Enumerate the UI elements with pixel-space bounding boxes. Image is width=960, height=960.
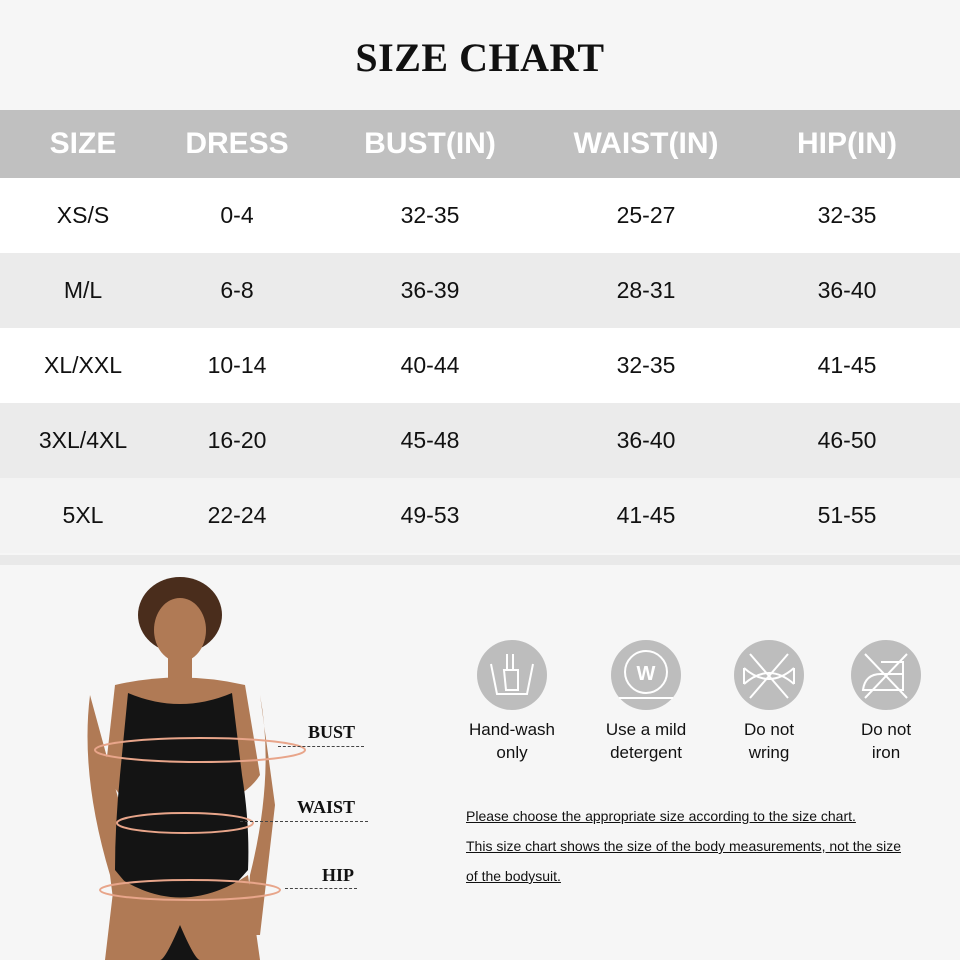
table-row: 3XL/4XL 16-20 45-48 36-40 46-50: [0, 403, 960, 478]
table-row: M/L 6-8 36-39 28-31 36-40: [0, 253, 960, 328]
table-cell: 32-35: [817, 202, 877, 228]
header-bust: BUST(IN): [364, 127, 496, 160]
table-header: SIZE DRESS BUST(IN) WAIST(IN) HIP(IN): [0, 110, 960, 178]
table-cell: XS/S: [56, 202, 110, 228]
table-cell: 40-44: [400, 352, 460, 378]
header-size: SIZE: [49, 127, 117, 160]
bust-line: [278, 746, 364, 747]
table-cell: 46-50: [817, 427, 877, 453]
care-label-line2: iron: [871, 743, 901, 762]
table-cell: 32-35: [400, 202, 460, 228]
care-hand-wash: Hand-wash only: [442, 640, 582, 764]
table-cell: 32-35: [616, 352, 676, 378]
header-waist: WAIST(IN): [573, 127, 719, 160]
care-label-line2: detergent: [610, 743, 682, 762]
header-hip: HIP(IN): [797, 127, 897, 160]
table-cell: 45-48: [400, 427, 460, 453]
divider: [0, 555, 960, 565]
hand-wash-icon: [477, 640, 547, 710]
table-cell: 10-14: [207, 352, 267, 378]
table-row: 5XL 22-24 49-53 41-45 51-55: [0, 478, 960, 553]
waist-line: [240, 821, 368, 822]
do-not-iron-icon: [851, 640, 921, 710]
care-label-line1: Do not: [743, 720, 795, 739]
table-cell: 28-31: [616, 277, 676, 303]
mild-detergent-icon: W: [611, 640, 681, 710]
table-cell: 25-27: [616, 202, 676, 228]
table-cell: 22-24: [207, 502, 267, 528]
detergent-glyph: W: [637, 663, 656, 685]
table-cell: 5XL: [62, 502, 104, 528]
model-illustration: [87, 577, 306, 960]
table-cell: 0-4: [220, 202, 254, 228]
table-cell: 41-45: [817, 352, 877, 378]
care-label-line1: Do not: [860, 720, 912, 739]
note-line-2: This size chart shows the size of the bo…: [466, 838, 901, 854]
note-line-1: Please choose the appropriate size accor…: [466, 808, 856, 824]
care-label-line1: Use a mild: [605, 720, 687, 739]
table-cell: M/L: [63, 277, 103, 303]
table-cell: 16-20: [207, 427, 267, 453]
header-dress: DRESS: [185, 127, 289, 160]
bust-label: BUST: [308, 722, 356, 742]
table-row: XS/S 0-4 32-35 25-27 32-35: [0, 178, 960, 253]
table-cell: 51-55: [817, 502, 877, 528]
waist-label: WAIST: [297, 797, 356, 817]
table-cell: 6-8: [220, 277, 254, 303]
care-label-line1: Hand-wash: [469, 720, 555, 739]
size-table: SIZE DRESS BUST(IN) WAIST(IN) HIP(IN) XS…: [0, 110, 960, 553]
page-title: SIZE CHART: [355, 35, 605, 80]
table-row: XL/XXL 10-14 40-44 32-35 41-45: [0, 328, 960, 403]
table-cell: 3XL/4XL: [38, 427, 128, 453]
note-line-3: of the bodysuit.: [466, 868, 561, 884]
hip-label: HIP: [322, 865, 355, 885]
table-cell: 36-40: [817, 277, 877, 303]
care-mild-detergent: W Use a mild detergent: [576, 640, 716, 764]
table-cell: 36-39: [400, 277, 460, 303]
care-label-line2: only: [496, 743, 528, 762]
table-cell: 36-40: [616, 427, 676, 453]
table-cell: XL/XXL: [44, 352, 122, 378]
care-do-not-wring: Do not wring: [699, 640, 839, 764]
care-label-line2: wring: [748, 743, 790, 762]
hip-line: [285, 888, 357, 889]
care-do-not-iron: Do not iron: [816, 640, 956, 764]
table-cell: 49-53: [400, 502, 460, 528]
do-not-wring-icon: [734, 640, 804, 710]
table-cell: 41-45: [616, 502, 676, 528]
